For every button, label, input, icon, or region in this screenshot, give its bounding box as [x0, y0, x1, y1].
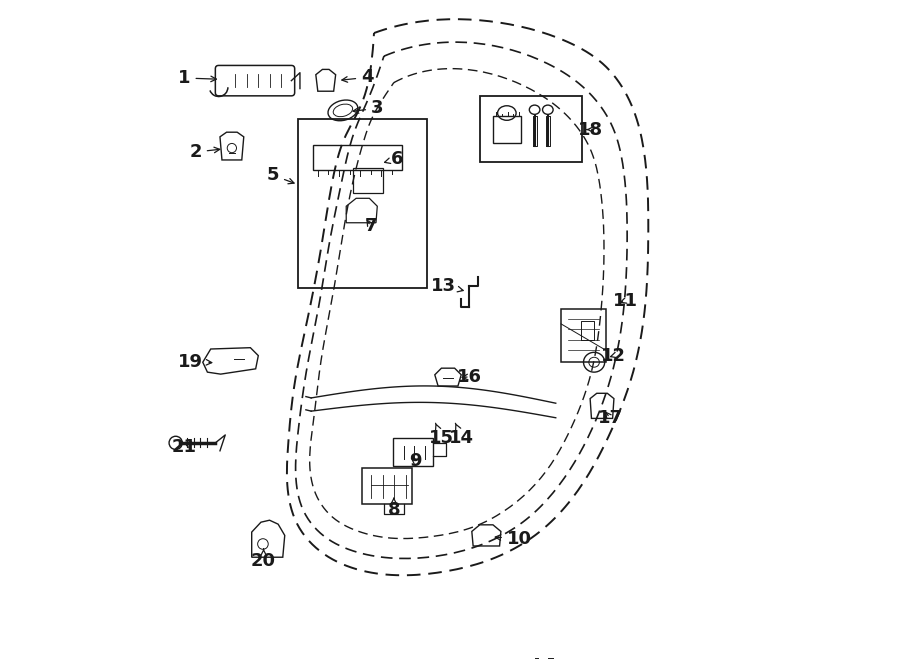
- Bar: [298, 119, 427, 288]
- Bar: [561, 309, 606, 362]
- Text: 3: 3: [353, 99, 383, 118]
- Bar: [313, 145, 402, 170]
- Text: 7: 7: [364, 217, 377, 235]
- Text: 4: 4: [342, 68, 374, 87]
- Text: 8: 8: [388, 498, 400, 520]
- Text: 1: 1: [178, 69, 216, 87]
- Bar: [362, 468, 411, 504]
- Text: 15: 15: [429, 423, 454, 447]
- Text: 18: 18: [578, 120, 603, 139]
- Text: 10: 10: [495, 529, 532, 548]
- Text: 12: 12: [601, 346, 626, 365]
- Text: 11: 11: [613, 292, 638, 310]
- Bar: [480, 96, 582, 162]
- Text: 5: 5: [266, 166, 294, 184]
- Bar: [353, 168, 382, 193]
- Text: 14: 14: [449, 423, 474, 447]
- Text: 6: 6: [384, 149, 403, 168]
- Text: 16: 16: [457, 368, 482, 386]
- Text: 9: 9: [410, 452, 422, 471]
- Bar: [493, 116, 521, 143]
- Text: 19: 19: [178, 352, 212, 371]
- Text: 17: 17: [598, 408, 623, 427]
- Text: 2: 2: [189, 143, 220, 161]
- Text: 20: 20: [251, 549, 276, 570]
- Bar: [393, 438, 433, 466]
- Text: 13: 13: [431, 276, 464, 295]
- Text: 21: 21: [172, 438, 197, 457]
